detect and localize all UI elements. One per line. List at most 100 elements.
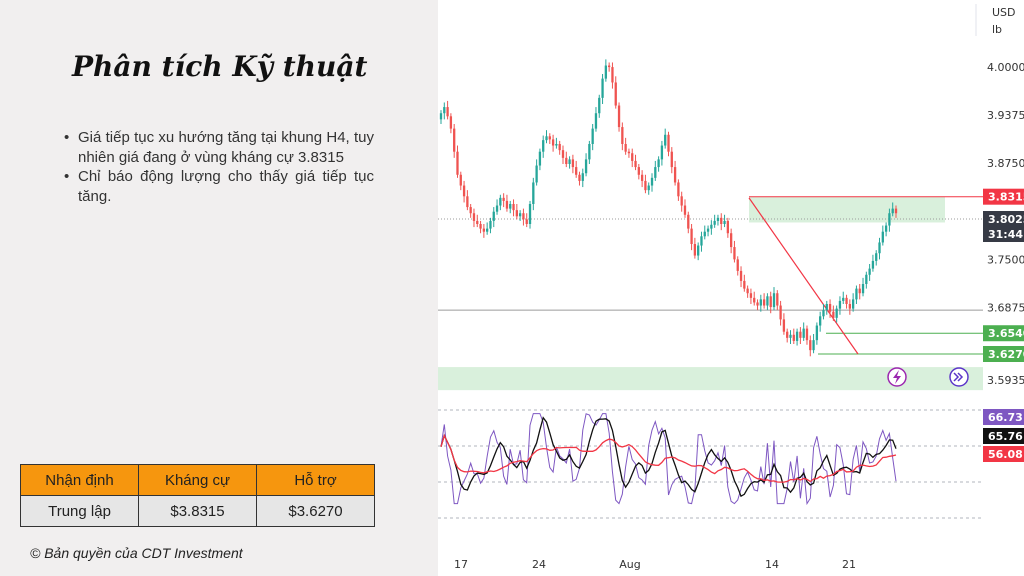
candle-body bbox=[476, 220, 479, 224]
candle-body bbox=[472, 213, 476, 221]
candle-body bbox=[786, 331, 789, 338]
candle-body bbox=[456, 151, 459, 175]
candle-body bbox=[838, 300, 842, 309]
candle-body bbox=[591, 128, 594, 144]
time-tick-label: 14 bbox=[765, 558, 779, 571]
candle-body bbox=[542, 140, 545, 152]
candle-body bbox=[809, 340, 812, 351]
rsi-value-label: 66.73 bbox=[988, 411, 1023, 424]
candle-body bbox=[525, 219, 528, 224]
trend-line bbox=[748, 197, 859, 355]
candle-body bbox=[835, 308, 838, 318]
candle-body bbox=[555, 144, 558, 146]
candle-body bbox=[753, 297, 756, 303]
price-tick-label: 3.8750 bbox=[987, 157, 1024, 170]
candle-body bbox=[819, 316, 822, 326]
candle-body bbox=[667, 134, 670, 152]
candle-body bbox=[634, 160, 637, 168]
value-resistance: $3.8315 bbox=[138, 495, 257, 527]
candle-body bbox=[512, 204, 515, 211]
candle-body bbox=[604, 65, 608, 79]
candle-body bbox=[545, 136, 548, 141]
analysis-bullets: Giá tiếp tục xu hướng tăng tại khung H4,… bbox=[64, 128, 374, 206]
candle-body bbox=[805, 328, 809, 341]
candle-body bbox=[538, 151, 542, 166]
candle-body bbox=[792, 334, 795, 341]
fast-forward-icon[interactable] bbox=[949, 367, 969, 387]
candle-body bbox=[505, 200, 509, 209]
candle-body bbox=[492, 211, 495, 221]
candle-body bbox=[746, 288, 749, 294]
slide-title: Phân tích Kỹ thuật bbox=[72, 50, 368, 83]
support-zone bbox=[438, 367, 983, 391]
candle-body bbox=[828, 304, 832, 312]
price-tick-label: 4.0000 bbox=[987, 61, 1024, 74]
candle-body bbox=[697, 245, 700, 256]
candle-body bbox=[486, 228, 489, 232]
candle-body bbox=[687, 214, 690, 229]
bullet-item: Chỉ báo động lượng cho thấy giá tiếp tục… bbox=[64, 167, 374, 206]
candle-body bbox=[845, 297, 848, 304]
resistance-zone bbox=[749, 196, 945, 223]
candle-body bbox=[720, 217, 723, 224]
candle-body bbox=[881, 231, 884, 243]
candle-body bbox=[683, 205, 687, 215]
candle-body bbox=[601, 78, 604, 98]
rsi-line bbox=[440, 413, 897, 506]
candle-body bbox=[637, 167, 640, 175]
price-chart[interactable]: 604020 USDlb4.00003.93753.87503.75003.68… bbox=[438, 0, 1024, 576]
candle-body bbox=[532, 182, 535, 204]
countdown-label: 31:44 bbox=[988, 228, 1023, 241]
candle-body bbox=[469, 207, 472, 214]
candle-body bbox=[822, 310, 825, 317]
candle-body bbox=[509, 204, 512, 209]
alert-lightning-icon[interactable] bbox=[887, 367, 907, 387]
candle-body bbox=[815, 325, 819, 341]
candle-body bbox=[690, 228, 693, 244]
candle-body bbox=[878, 242, 881, 254]
candle-body bbox=[710, 224, 713, 229]
candle-body bbox=[644, 180, 647, 191]
candle-body bbox=[693, 244, 697, 256]
candle-body bbox=[759, 299, 762, 306]
candle-body bbox=[865, 274, 868, 284]
candle-body bbox=[607, 65, 611, 68]
candle-body bbox=[598, 97, 601, 114]
candle-body bbox=[617, 105, 621, 128]
candle-body bbox=[466, 196, 469, 208]
candle-body bbox=[680, 196, 683, 206]
candle-body bbox=[733, 247, 736, 260]
candle-body bbox=[716, 217, 720, 221]
candle-body bbox=[782, 319, 786, 332]
candle-body bbox=[479, 224, 482, 229]
candle-body bbox=[703, 231, 706, 237]
candle-body bbox=[446, 107, 449, 117]
rsi-value-label: 56.08 bbox=[988, 448, 1023, 461]
candle-body bbox=[842, 297, 845, 301]
candle-body bbox=[654, 167, 657, 178]
candle-body bbox=[871, 260, 875, 269]
time-tick-label: 21 bbox=[842, 558, 856, 571]
price-tag bbox=[983, 325, 1024, 342]
candle-body bbox=[677, 182, 680, 197]
candle-body bbox=[439, 113, 443, 120]
candle-body bbox=[640, 174, 644, 181]
momentum-line bbox=[440, 416, 897, 498]
candle-body bbox=[726, 220, 730, 234]
candle-body bbox=[858, 288, 861, 294]
candle-body bbox=[664, 134, 667, 146]
candle-body bbox=[647, 185, 650, 191]
candle-body bbox=[875, 253, 878, 261]
time-tick-label: 24 bbox=[532, 558, 546, 571]
price-tick-label: 3.5935 bbox=[987, 374, 1024, 387]
candle-body bbox=[851, 299, 855, 309]
candle-body bbox=[848, 304, 851, 309]
price-tag-label: 3.6270 bbox=[988, 348, 1024, 361]
candle-body bbox=[482, 228, 486, 232]
candle-body bbox=[700, 236, 703, 246]
rsi-value-tag bbox=[983, 428, 1024, 444]
candle-body bbox=[660, 145, 664, 160]
candle-body bbox=[565, 157, 568, 164]
rsi-value-tag bbox=[983, 446, 1024, 462]
header-support: Hỗ trợ bbox=[256, 464, 375, 496]
